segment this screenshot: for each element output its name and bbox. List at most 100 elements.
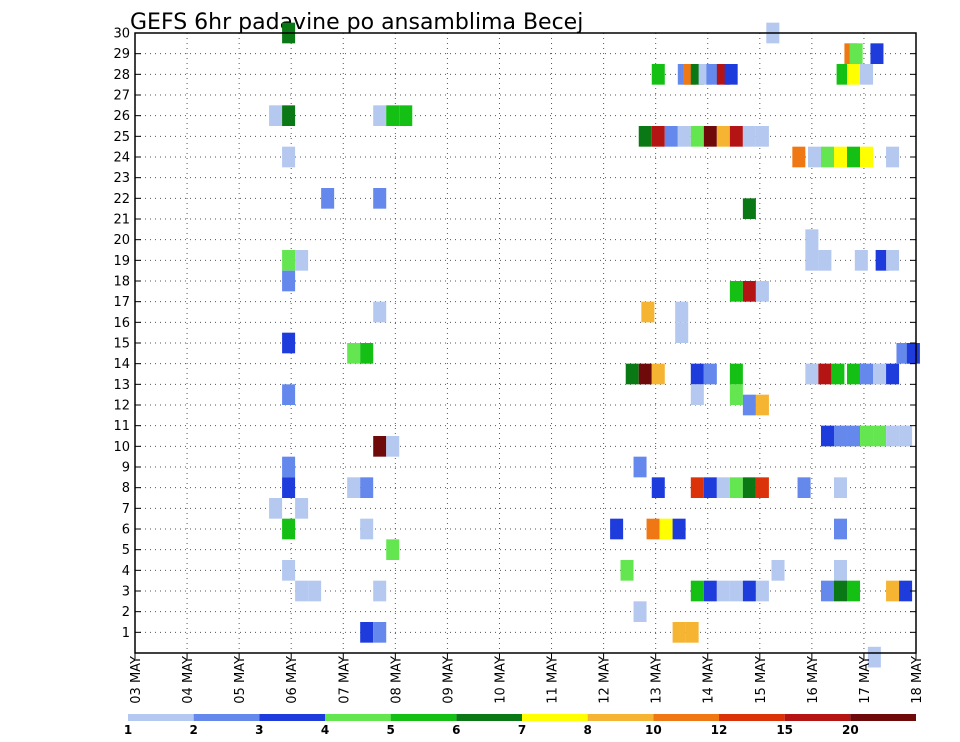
colorbar-segment bbox=[587, 714, 654, 721]
colorbar-segment bbox=[390, 714, 457, 721]
heatmap-cell bbox=[755, 580, 769, 602]
y-tick-label: 5 bbox=[122, 543, 130, 558]
heatmap-cell bbox=[847, 363, 861, 385]
heatmap-cell bbox=[771, 560, 785, 581]
heatmap-cell bbox=[675, 322, 689, 343]
colorbar-label: 3 bbox=[255, 723, 263, 737]
colorbar-label: 8 bbox=[583, 723, 591, 737]
y-tick-label: 24 bbox=[113, 151, 130, 166]
heatmap-cell bbox=[833, 477, 848, 498]
x-tick-label: 08 MAY bbox=[389, 656, 404, 704]
heatmap-cell bbox=[755, 281, 769, 302]
heatmap-cell bbox=[282, 477, 296, 498]
colorbar-segment bbox=[193, 714, 260, 721]
colorbar-segment bbox=[850, 714, 916, 721]
colorbar-segment bbox=[128, 714, 194, 721]
heatmap-cell bbox=[729, 580, 743, 602]
y-tick-label: 4 bbox=[122, 564, 130, 579]
heatmap-cell bbox=[633, 601, 647, 622]
y-tick-label: 16 bbox=[113, 316, 130, 331]
heatmap-cell bbox=[873, 425, 887, 447]
heatmap-cell bbox=[672, 622, 686, 643]
heatmap-cell bbox=[742, 198, 756, 219]
x-axis: 03 MAY 04 MAY 05 MAY 06 MAY 07 MAY 08 MAY 09 M… bbox=[129, 653, 925, 704]
heatmap-cell bbox=[373, 105, 387, 126]
heatmap-cell bbox=[742, 126, 756, 147]
heatmap-cell bbox=[690, 126, 704, 147]
heatmap-cell bbox=[867, 646, 881, 668]
x-tick-label: 03 MAY bbox=[129, 656, 144, 704]
heatmap-cell bbox=[797, 477, 811, 498]
x-tick-label: 09 MAY bbox=[441, 656, 456, 704]
heatmap-cell bbox=[399, 105, 413, 126]
heatmap-cell bbox=[386, 539, 400, 560]
y-tick-label: 23 bbox=[113, 171, 130, 186]
heatmap-cell bbox=[818, 250, 832, 271]
y-tick-label: 11 bbox=[113, 419, 130, 434]
heatmap-cell bbox=[742, 580, 756, 602]
x-tick-label: 04 MAY bbox=[181, 656, 196, 704]
heatmap-cell bbox=[860, 64, 874, 85]
heatmap-cell bbox=[860, 363, 874, 385]
heatmap-cell bbox=[716, 126, 730, 147]
x-tick-label: 07 MAY bbox=[337, 656, 352, 704]
colorbar-label: 20 bbox=[842, 723, 859, 737]
heatmap-cell bbox=[706, 64, 720, 85]
heatmap-cell bbox=[729, 281, 743, 302]
heatmap-cell bbox=[269, 498, 283, 519]
heatmap-cell bbox=[818, 363, 832, 385]
heatmap-cell bbox=[755, 394, 769, 416]
heatmap-cell bbox=[659, 518, 673, 540]
heatmap-cell bbox=[906, 343, 920, 364]
heatmap-cell bbox=[347, 477, 361, 498]
heatmap-cell bbox=[690, 477, 704, 498]
heatmap-cell bbox=[282, 270, 296, 292]
heatmap-cell bbox=[820, 580, 834, 602]
heatmap-cell bbox=[805, 229, 819, 250]
x-tick-label: 11 MAY bbox=[546, 656, 561, 704]
heatmap-cell bbox=[347, 343, 361, 364]
heatmap-cell bbox=[896, 343, 910, 364]
y-tick-label: 2 bbox=[122, 605, 130, 620]
heatmap-cell bbox=[690, 384, 704, 405]
y-tick-label: 8 bbox=[122, 481, 130, 496]
heatmap-cell bbox=[703, 580, 717, 602]
heatmap-cell bbox=[651, 64, 665, 85]
colorbar-segment bbox=[456, 714, 522, 721]
heatmap-cell bbox=[831, 363, 845, 385]
heatmap-cell bbox=[716, 580, 730, 602]
heatmap-cell bbox=[282, 560, 296, 581]
y-tick-label: 22 bbox=[113, 192, 130, 207]
y-tick-label: 12 bbox=[113, 399, 130, 414]
heatmap-cell bbox=[373, 301, 387, 323]
y-tick-label: 3 bbox=[122, 585, 130, 600]
y-tick-label: 20 bbox=[113, 233, 130, 248]
colorbar: 1 2 3 4 5 6 7 8 10 12 15 20 bbox=[124, 714, 916, 737]
colorbar-segment bbox=[325, 714, 391, 721]
y-tick-label: 29 bbox=[113, 47, 130, 62]
y-tick-label: 10 bbox=[113, 440, 130, 455]
grid bbox=[135, 32, 916, 653]
heatmap-cell bbox=[849, 43, 863, 64]
heatmap-cell bbox=[807, 146, 821, 168]
y-tick-label: 7 bbox=[122, 502, 130, 517]
heatmap-cell bbox=[282, 332, 296, 354]
heatmap-cell bbox=[677, 126, 691, 147]
y-tick-label: 19 bbox=[113, 254, 130, 269]
colorbar-segment bbox=[522, 714, 588, 721]
heatmap-cell bbox=[282, 105, 296, 126]
heatmap-cell bbox=[833, 580, 848, 602]
heatmap-cell bbox=[820, 425, 834, 447]
heatmap-cell bbox=[295, 250, 309, 271]
heatmap-cell bbox=[833, 518, 848, 540]
heatmap-cell bbox=[854, 250, 868, 271]
heatmap-cell bbox=[633, 456, 647, 478]
heatmap-cell bbox=[729, 363, 743, 385]
heatmap-cell bbox=[651, 477, 665, 498]
y-tick-label: 9 bbox=[122, 461, 130, 476]
heatmap-cell bbox=[873, 363, 887, 385]
heatmap-cell bbox=[860, 146, 874, 168]
y-tick-label: 26 bbox=[113, 109, 130, 124]
y-tick-label: 30 bbox=[113, 27, 130, 42]
